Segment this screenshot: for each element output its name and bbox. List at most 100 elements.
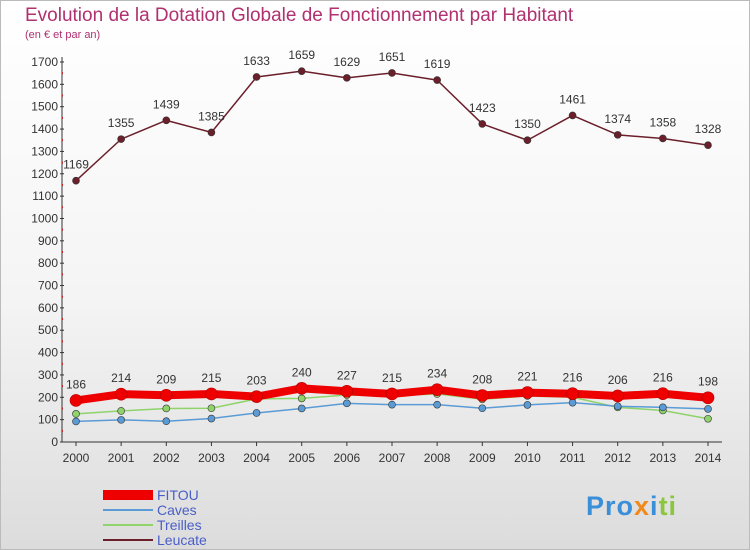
data-point-fitou <box>159 388 173 402</box>
data-point-fitou <box>430 383 444 396</box>
y-tick-label: 300 <box>38 368 58 382</box>
data-point-fitou <box>475 389 489 402</box>
data-point-fitou <box>656 387 670 401</box>
data-point-leucate <box>568 111 577 120</box>
data-point-fitou <box>114 387 128 401</box>
data-labels-layer: 1169 1355 1439 1385 1633 1659 1629 1651 1619 1423… <box>63 48 722 391</box>
data-point-fitou <box>701 391 715 405</box>
data-label-fitou: 214 <box>111 371 131 385</box>
data-label-fitou: 209 <box>156 372 176 386</box>
data-label-leucate: 1651 <box>379 50 406 64</box>
data-point-caves <box>433 400 441 409</box>
data-point-leucate <box>343 74 351 82</box>
legend-label-caves: Caves <box>157 501 197 518</box>
legend-item-treilles: Treilles <box>103 516 202 533</box>
legend-item-fitou: FITOU <box>103 487 199 503</box>
x-tick-label: 2005 <box>288 451 315 465</box>
data-point-caves <box>297 404 306 413</box>
data-label-fitou: 215 <box>201 371 221 385</box>
data-point-caves <box>343 399 351 408</box>
data-point-leucate <box>433 76 441 84</box>
y-tick-label: 1600 <box>31 77 58 91</box>
x-tick-label: 2013 <box>650 451 677 465</box>
data-point-caves <box>207 414 216 423</box>
data-point-fitou <box>566 387 579 401</box>
legend-swatch-caves <box>103 508 153 511</box>
data-point-fitou <box>521 386 534 399</box>
x-tick-label: 2014 <box>695 451 722 465</box>
data-point-caves <box>568 398 577 407</box>
data-point-treilles <box>207 404 216 413</box>
data-point-treilles <box>704 414 712 423</box>
data-point-leucate <box>162 116 171 125</box>
data-point-fitou <box>295 382 309 395</box>
data-point-leucate <box>117 135 125 143</box>
data-point-leucate <box>478 120 487 128</box>
proxiti-logo: Proxiti <box>586 491 678 521</box>
x-tick-label: 2006 <box>334 451 361 465</box>
data-point-treilles <box>117 407 125 415</box>
data-point-fitou <box>385 387 399 401</box>
y-tick-label: 100 <box>38 413 58 427</box>
y-tick-label: 200 <box>38 390 58 404</box>
x-tick-label: 2011 <box>560 451 586 465</box>
data-label-fitou: 198 <box>698 375 718 389</box>
x-tick-label: 2009 <box>469 451 496 465</box>
data-point-fitou <box>69 394 83 407</box>
y-tick-label: 1400 <box>31 122 58 136</box>
data-label-fitou: 208 <box>472 373 492 387</box>
data-point-caves <box>117 416 125 424</box>
data-label-fitou: 227 <box>337 368 357 382</box>
x-tick-label: 2003 <box>198 451 225 465</box>
data-point-leucate <box>659 134 667 143</box>
data-label-fitou: 234 <box>427 367 447 381</box>
data-label-fitou: 240 <box>292 365 312 379</box>
data-label-leucate: 1619 <box>424 57 451 71</box>
x-tick-label: 2012 <box>604 451 631 465</box>
data-point-fitou <box>611 389 625 403</box>
data-point-caves <box>252 409 261 417</box>
data-point-treilles <box>297 394 306 403</box>
series-line-leucate <box>75 70 709 182</box>
y-tick-label: 600 <box>38 301 58 315</box>
x-tick-label: 2004 <box>243 451 270 465</box>
data-point-caves <box>72 417 80 426</box>
y-tick-label: 1200 <box>31 167 58 181</box>
y-tick-label: 1300 <box>31 144 58 158</box>
data-label-leucate: 1355 <box>108 116 135 130</box>
data-point-leucate <box>252 73 261 81</box>
data-point-caves <box>388 400 396 409</box>
data-label-leucate: 1633 <box>243 54 270 68</box>
chart-subtitle: (en € et par an) <box>25 29 101 41</box>
data-point-treilles <box>162 404 171 413</box>
data-label-leucate: 1358 <box>650 115 677 129</box>
data-point-caves <box>613 402 622 411</box>
data-point-fitou <box>250 390 263 403</box>
data-point-leucate <box>704 141 712 149</box>
axes: 0 100 200 300 400 500 600 700 800 900 1000 1100 1200… <box>31 55 722 465</box>
series-layer <box>69 67 715 426</box>
data-label-fitou: 216 <box>563 371 583 385</box>
x-tick-label: 2007 <box>379 451 406 465</box>
y-tick-label: 1000 <box>31 211 58 225</box>
legend-item-caves: Caves <box>103 501 197 518</box>
data-label-fitou: 206 <box>608 373 628 387</box>
x-tick-label: 2010 <box>514 451 541 465</box>
y-tick-label: 1500 <box>31 100 58 114</box>
data-point-leucate <box>72 176 80 185</box>
y-tick-label: 1100 <box>32 189 58 203</box>
data-label-leucate: 1385 <box>198 109 225 123</box>
data-point-caves <box>704 405 712 413</box>
data-label-fitou: 186 <box>66 377 86 391</box>
y-tick-label: 700 <box>38 279 58 293</box>
data-point-caves <box>523 401 532 409</box>
y-tick-label: 900 <box>38 234 58 248</box>
legend-label-treilles: Treilles <box>157 516 202 533</box>
data-point-leucate <box>297 67 306 75</box>
data-label-fitou: 216 <box>653 371 673 385</box>
y-tick-label: 400 <box>38 346 58 360</box>
legend-item-leucate: Leucate <box>103 532 207 548</box>
x-tick-label: 2002 <box>153 451 180 465</box>
